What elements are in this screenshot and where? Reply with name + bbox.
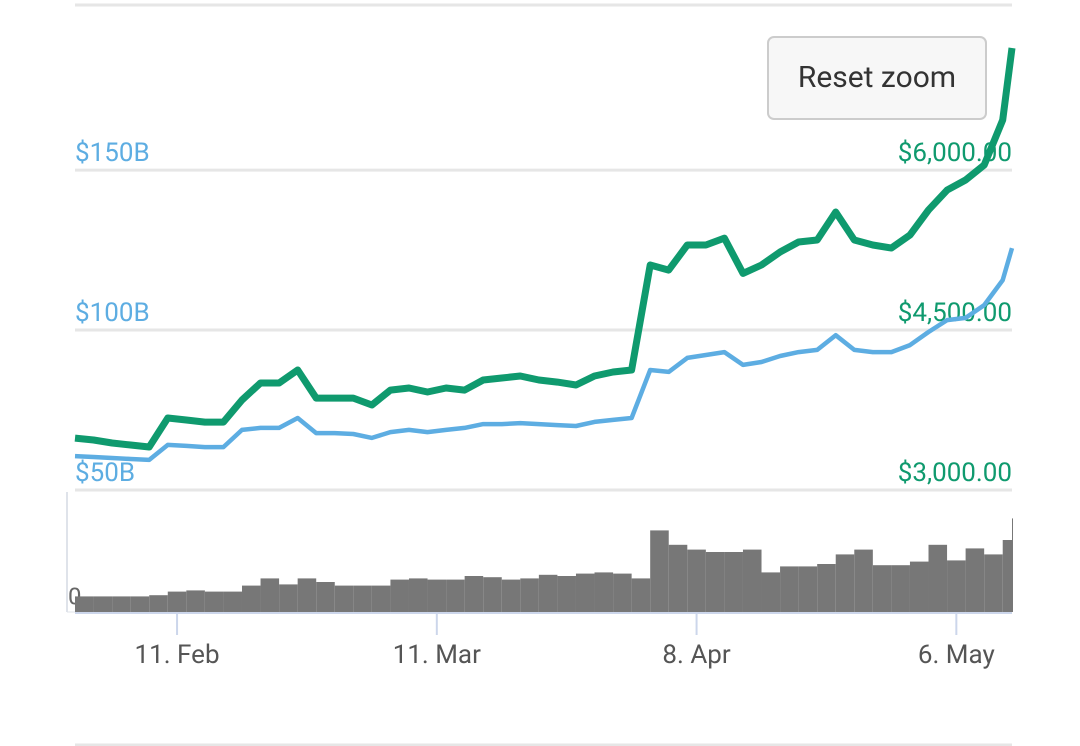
volume-bar <box>705 552 725 612</box>
volume-bar <box>501 579 521 612</box>
volume-bar <box>130 596 150 612</box>
y2-tick-label: $4,500.00 <box>898 298 1012 328</box>
volume-bar <box>483 577 502 612</box>
y-tick-label: $100B <box>75 298 150 328</box>
volume-bar <box>316 582 335 612</box>
volume-bar <box>984 554 1003 612</box>
volume-bar <box>724 552 743 612</box>
volume-bar <box>891 565 910 612</box>
volume-bar <box>223 591 242 612</box>
volume-bar <box>297 578 317 612</box>
volume-bar <box>613 573 632 612</box>
volume-bar <box>575 573 595 612</box>
volume-bar <box>520 578 539 612</box>
volume-bar <box>112 596 131 612</box>
volume-bar <box>390 579 409 612</box>
volume-bar <box>557 576 576 612</box>
x-tick-label: 6. May <box>918 640 995 670</box>
volume-bar <box>1002 540 1012 612</box>
volume-bar <box>186 590 205 612</box>
volume-bar <box>93 596 113 612</box>
volume-bar <box>408 578 428 612</box>
volume-bar <box>928 544 948 612</box>
reset-zoom-button[interactable]: Reset zoom <box>767 36 987 120</box>
volume-bar <box>631 578 651 612</box>
volume-bar <box>279 584 298 612</box>
volume-bar <box>1012 518 1013 612</box>
volume-bar <box>260 578 280 612</box>
volume-bar <box>464 576 484 612</box>
volume-bar <box>446 579 465 612</box>
volume-bar <box>353 585 372 612</box>
volume-bar <box>780 566 799 612</box>
data-line <box>74 47 1016 451</box>
x-tick-label: 11. Mar <box>393 640 481 670</box>
volume-bar <box>241 585 261 612</box>
volume-bar <box>204 591 224 612</box>
volume-bar <box>798 566 818 612</box>
volume-bar <box>594 572 614 612</box>
volume-bar <box>371 585 391 612</box>
y-tick-label: $50B <box>75 458 135 488</box>
volume-bar <box>687 549 706 612</box>
volume-bar <box>75 596 94 612</box>
volume-bar <box>427 579 447 612</box>
data-line <box>74 247 1015 463</box>
volume-bar <box>947 560 966 612</box>
x-tick-label: 11. Feb <box>135 640 220 670</box>
volume-bar <box>817 564 836 612</box>
y2-tick-label: $3,000.00 <box>898 458 1012 488</box>
volume-bar <box>149 595 168 612</box>
volume-bar <box>742 549 762 612</box>
button-background[interactable] <box>767 36 987 120</box>
y-tick-label: $150B <box>75 138 150 168</box>
volume-bar <box>668 544 688 612</box>
x-tick-label: 8. Apr <box>662 640 730 670</box>
volume-bar <box>854 549 873 612</box>
plot-area <box>74 47 1016 612</box>
volume-bar <box>965 548 985 612</box>
volume-bar <box>650 530 669 612</box>
volume-bar <box>167 591 187 612</box>
volume-bar <box>538 574 558 612</box>
volume-bar <box>872 565 892 612</box>
button-label[interactable]: Reset zoom <box>798 60 956 95</box>
volume-bar <box>835 554 855 612</box>
volume-bar <box>909 561 929 612</box>
volume-bar <box>334 585 354 612</box>
volume-bar <box>761 572 781 612</box>
